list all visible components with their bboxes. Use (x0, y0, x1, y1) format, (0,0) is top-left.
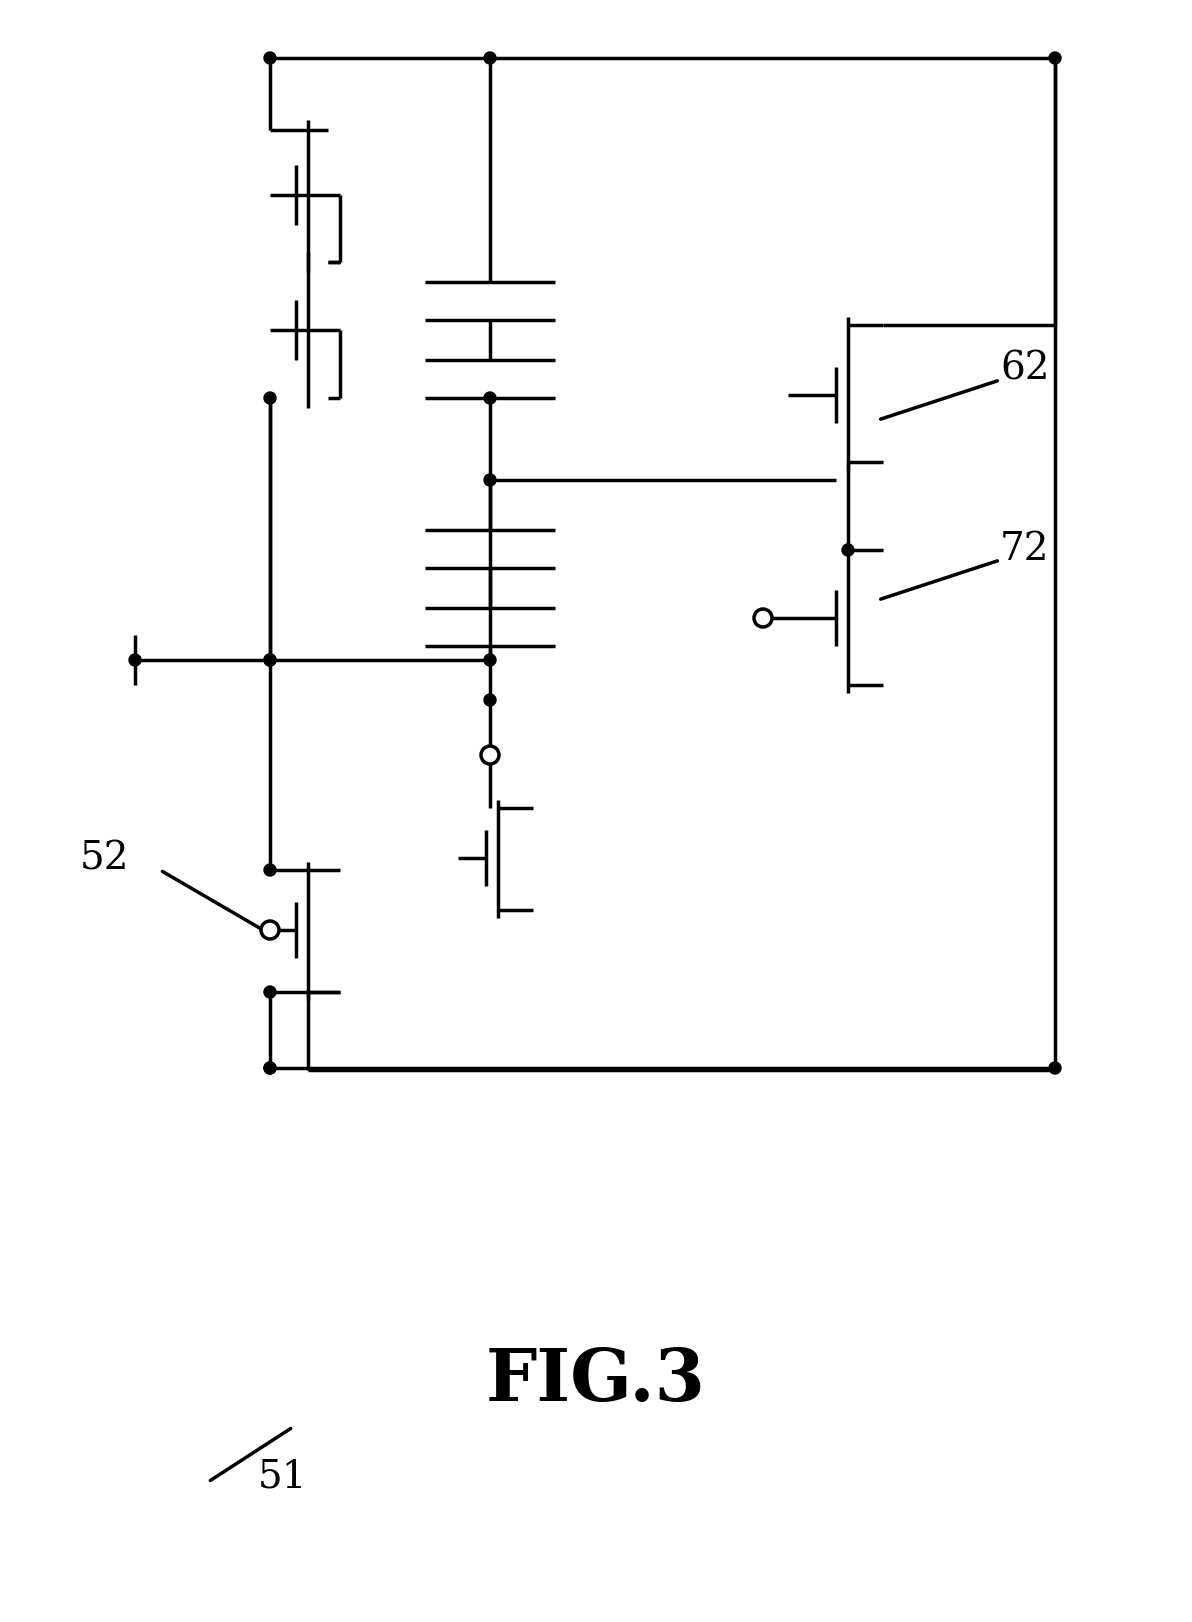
Circle shape (484, 694, 496, 706)
Circle shape (484, 52, 496, 63)
Circle shape (263, 865, 277, 876)
Circle shape (842, 543, 853, 556)
Text: 51: 51 (257, 1458, 308, 1495)
Circle shape (484, 393, 496, 404)
Circle shape (484, 654, 496, 667)
Circle shape (263, 393, 277, 404)
Circle shape (261, 921, 279, 939)
Circle shape (1049, 1062, 1061, 1074)
Text: 62: 62 (1000, 350, 1049, 388)
Text: FIG.3: FIG.3 (486, 1345, 706, 1416)
Circle shape (263, 654, 277, 667)
Circle shape (263, 986, 277, 998)
Circle shape (1049, 52, 1061, 63)
Circle shape (755, 608, 772, 628)
Circle shape (263, 1062, 277, 1074)
Circle shape (263, 654, 277, 667)
Circle shape (263, 1062, 277, 1074)
Circle shape (482, 746, 499, 764)
Circle shape (263, 52, 277, 63)
Circle shape (129, 654, 141, 667)
Text: 72: 72 (1000, 530, 1049, 568)
Text: 52: 52 (80, 840, 130, 878)
Circle shape (484, 474, 496, 487)
